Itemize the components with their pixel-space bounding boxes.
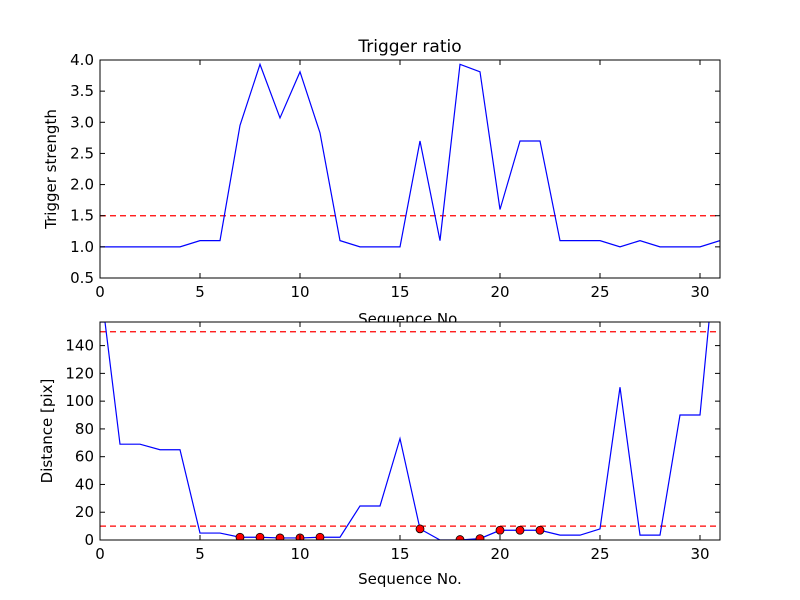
chart-title: Trigger ratio [357,37,461,57]
x-tick-label: 20 [490,283,509,301]
trigger-ratio-axes-frame [99,59,721,279]
distance-axes-frame [99,321,721,541]
y-axis-label: Distance [pix] [38,379,56,484]
distance-series [100,322,710,540]
x-tick-label: 5 [195,283,205,301]
x-tick-label: 15 [390,283,409,301]
x-tick-label: 20 [490,545,509,563]
x-tick-label: 0 [95,545,105,563]
y-axis-label: Trigger strength [42,109,60,230]
distance-axes-background [100,322,720,540]
data-point-marker [495,525,505,535]
data-point-marker [415,524,425,534]
distance-panel: 0 5 10 15 20 25 30 0 20 40 60 80 100 120 140 Sequence … [38,321,721,588]
data-point-marker [535,525,545,535]
trigger-strength-series [100,62,720,248]
data-point-marker [315,532,325,540]
data-point-marker [235,532,245,540]
y-tick-label: 0 [84,531,94,549]
y-tick-label: 140 [65,337,94,355]
trigger-ratio-axes-background [100,60,720,278]
x-tick-label: 25 [590,283,609,301]
trigger-ratio-ticks: 0 5 10 15 20 25 30 0.5 1.0 1.5 2.0 2.5 3.0 3.5 4.0 [70,51,720,301]
data-point-marker [515,525,525,535]
data-point-marker [475,534,485,540]
y-tick-label: 1.5 [70,207,94,225]
y-tick-label: 4.0 [70,51,94,69]
y-tick-label: 40 [75,475,94,493]
x-tick-label: 10 [290,545,309,563]
y-tick-label: 3.5 [70,82,94,100]
x-tick-label: 0 [95,283,105,301]
x-axis-label: Sequence No. [358,570,462,588]
y-tick-label: 20 [75,503,94,521]
y-tick-label: 100 [65,392,94,410]
series-line [100,322,710,540]
y-tick-label: 120 [65,364,94,382]
distance-ticks: 0 5 10 15 20 25 30 0 20 40 60 80 100 120 140 [65,322,720,563]
y-tick-label: 80 [75,420,94,438]
x-tick-label: 10 [290,283,309,301]
x-tick-label: 5 [195,545,205,563]
trigger-ratio-panel: 0 5 10 15 20 25 30 0.5 1.0 1.5 2.0 2.5 3.0 3.5 4.0 Tri… [42,37,721,328]
x-tick-label: 25 [590,545,609,563]
x-tick-label: 30 [690,545,709,563]
y-tick-label: 2.0 [70,176,94,194]
threshold-lines [100,331,720,527]
y-tick-label: 1.0 [70,238,94,256]
y-tick-label: 3.0 [70,113,94,131]
data-point-marker [255,532,265,540]
x-tick-label: 15 [390,545,409,563]
y-tick-label: 2.5 [70,144,94,162]
y-tick-label: 0.5 [70,269,94,287]
series-line [100,62,720,248]
data-point-marker [275,533,285,540]
y-tick-label: 60 [75,448,94,466]
x-tick-label: 30 [690,283,709,301]
